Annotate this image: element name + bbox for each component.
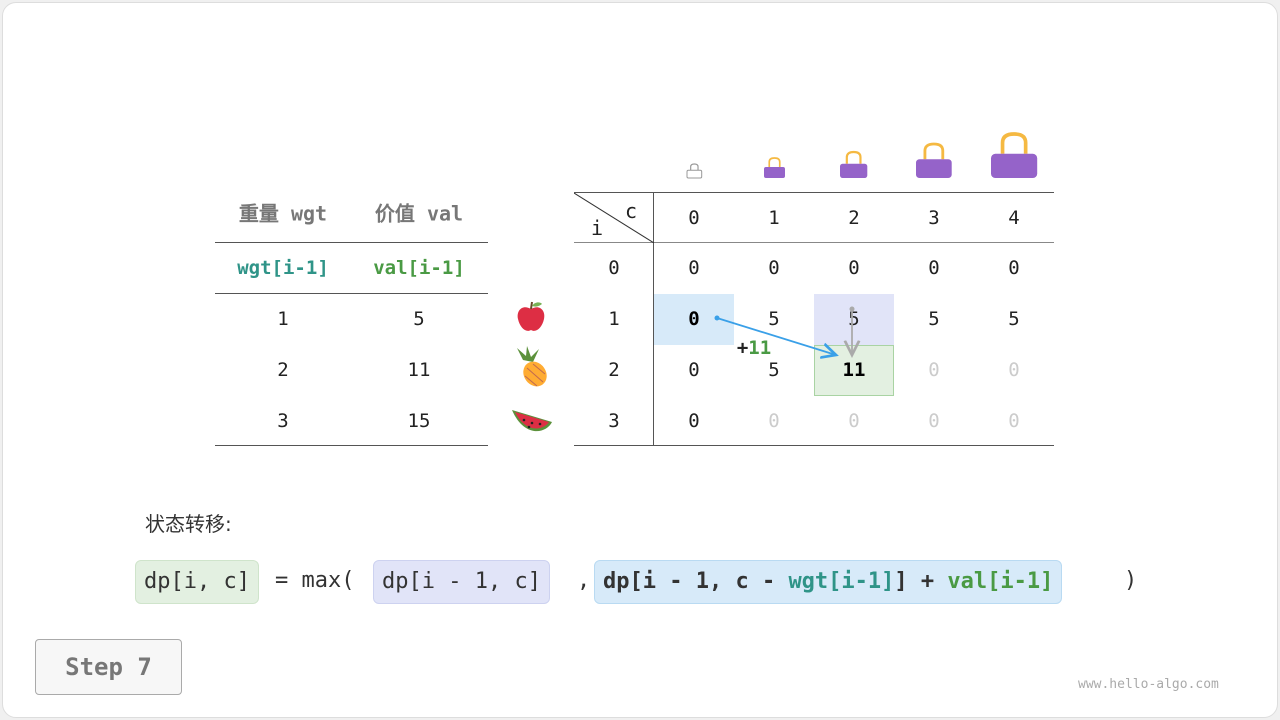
- dp-cell: 0: [688, 359, 700, 381]
- handbag-icon: [990, 132, 1038, 178]
- formula-option-skip: dp[i - 1, c]: [373, 560, 550, 604]
- handbag-icon: [686, 163, 702, 179]
- dp-cell: 0: [928, 257, 940, 279]
- formula-option-take: dp[i - 1, c - wgt[i-1]] + val[i-1]: [594, 560, 1063, 604]
- dp-cell: 0: [928, 359, 940, 381]
- divider: [574, 445, 1054, 446]
- dp-cell: 5: [1008, 308, 1020, 330]
- capacity-header: 0: [688, 207, 700, 229]
- dp-cell: 5: [928, 308, 940, 330]
- step-button[interactable]: Step 7: [35, 639, 182, 695]
- dp-cell: 11: [842, 359, 866, 381]
- dp-cell: 0: [848, 410, 860, 432]
- item-value: 5: [413, 308, 425, 330]
- capacity-header: 1: [768, 207, 780, 229]
- handbag-icon: [763, 157, 785, 178]
- divider: [215, 242, 488, 243]
- formula-close: ): [1124, 568, 1138, 593]
- item-row-header: 1: [608, 308, 620, 330]
- dp-cell: 0: [928, 410, 940, 432]
- formula-text: ] +: [894, 569, 948, 594]
- dp-cell: 0: [768, 257, 780, 279]
- dp-cell: 5: [768, 308, 780, 330]
- weight-header: 重量 wgt: [238, 201, 328, 226]
- add-value: 11: [748, 337, 772, 359]
- dp-cell: 5: [768, 359, 780, 381]
- dp-cell: 0: [768, 410, 780, 432]
- item-weight: 2: [277, 359, 289, 381]
- watermark: www.hello-algo.com: [1078, 677, 1219, 692]
- capacity-header: 3: [928, 207, 940, 229]
- dp-cell: 0: [848, 257, 860, 279]
- handbag-icon: [840, 150, 868, 178]
- corner-row-label: i: [590, 216, 604, 240]
- dp-cell: 0: [688, 308, 700, 330]
- divider: [574, 192, 1054, 193]
- dp-cell: 0: [688, 257, 700, 279]
- dp-cell: 0: [1008, 359, 1020, 381]
- corner-diagonal: [574, 193, 654, 243]
- formula-max: = max(: [275, 568, 355, 593]
- formula-text: dp[i - 1, c -: [603, 569, 789, 594]
- dp-cell: 0: [1008, 257, 1020, 279]
- item-value: 11: [407, 359, 431, 381]
- divider: [574, 242, 1054, 243]
- item-row-header: 0: [608, 257, 620, 279]
- dp-cell: 0: [1008, 410, 1020, 432]
- formula-val: val[i-1]: [947, 569, 1054, 594]
- item-row-header: 3: [608, 410, 620, 432]
- formula-lhs: dp[i, c]: [135, 560, 259, 604]
- plus-sign: +: [736, 337, 749, 359]
- add-value-label: +11: [737, 337, 771, 359]
- corner-col-label: c: [624, 199, 638, 223]
- formula-comma: ,: [577, 568, 591, 593]
- wgt-subheader: wgt[i-1]: [237, 257, 329, 279]
- watermelon-icon: [512, 410, 552, 432]
- divider: [653, 193, 654, 446]
- item-row-header: 2: [608, 359, 620, 381]
- capacity-header: 4: [1008, 207, 1020, 229]
- divider: [215, 293, 488, 294]
- dp-cell: 5: [848, 308, 860, 330]
- item-weight: 1: [277, 308, 289, 330]
- pineapple-icon: [517, 346, 547, 387]
- handbag-icon: [916, 142, 952, 178]
- capacity-header: 2: [848, 207, 860, 229]
- item-weight: 3: [277, 410, 289, 432]
- dp-cell: 0: [688, 410, 700, 432]
- divider: [215, 445, 488, 446]
- apple-icon: [517, 301, 545, 331]
- formula-wgt: wgt[i-1]: [788, 569, 895, 594]
- value-header: 价值 val: [374, 201, 464, 226]
- item-value: 15: [407, 410, 431, 432]
- formula-title: 状态转移:: [145, 512, 232, 536]
- val-subheader: val[i-1]: [373, 257, 465, 279]
